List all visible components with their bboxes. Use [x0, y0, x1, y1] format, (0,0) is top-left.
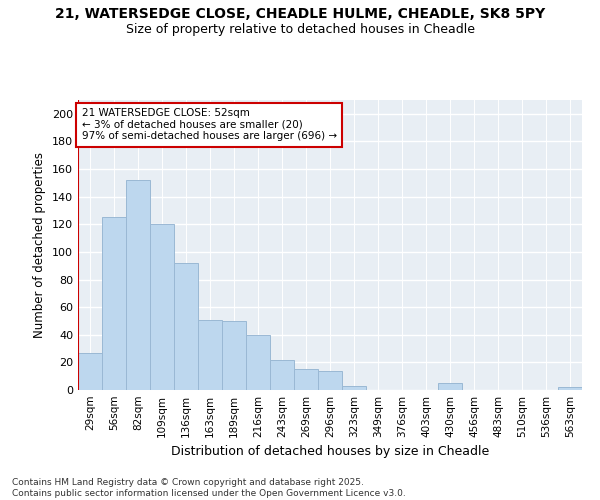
Bar: [222, 321, 246, 390]
Y-axis label: Number of detached properties: Number of detached properties: [34, 152, 46, 338]
Bar: [318, 370, 342, 390]
Bar: [126, 180, 150, 390]
Text: 21 WATERSEDGE CLOSE: 52sqm
← 3% of detached houses are smaller (20)
97% of semi-: 21 WATERSEDGE CLOSE: 52sqm ← 3% of detac…: [82, 108, 337, 142]
Bar: [78, 352, 102, 390]
Text: Contains HM Land Registry data © Crown copyright and database right 2025.
Contai: Contains HM Land Registry data © Crown c…: [12, 478, 406, 498]
Bar: [174, 263, 198, 390]
Bar: [342, 386, 366, 390]
Bar: [198, 320, 222, 390]
X-axis label: Distribution of detached houses by size in Cheadle: Distribution of detached houses by size …: [171, 446, 489, 458]
Bar: [270, 360, 294, 390]
Text: 21, WATERSEDGE CLOSE, CHEADLE HULME, CHEADLE, SK8 5PY: 21, WATERSEDGE CLOSE, CHEADLE HULME, CHE…: [55, 8, 545, 22]
Bar: [294, 370, 318, 390]
Bar: [102, 218, 126, 390]
Bar: [150, 224, 174, 390]
Bar: [438, 383, 462, 390]
Bar: [246, 335, 270, 390]
Bar: [558, 387, 582, 390]
Text: Size of property relative to detached houses in Cheadle: Size of property relative to detached ho…: [125, 22, 475, 36]
